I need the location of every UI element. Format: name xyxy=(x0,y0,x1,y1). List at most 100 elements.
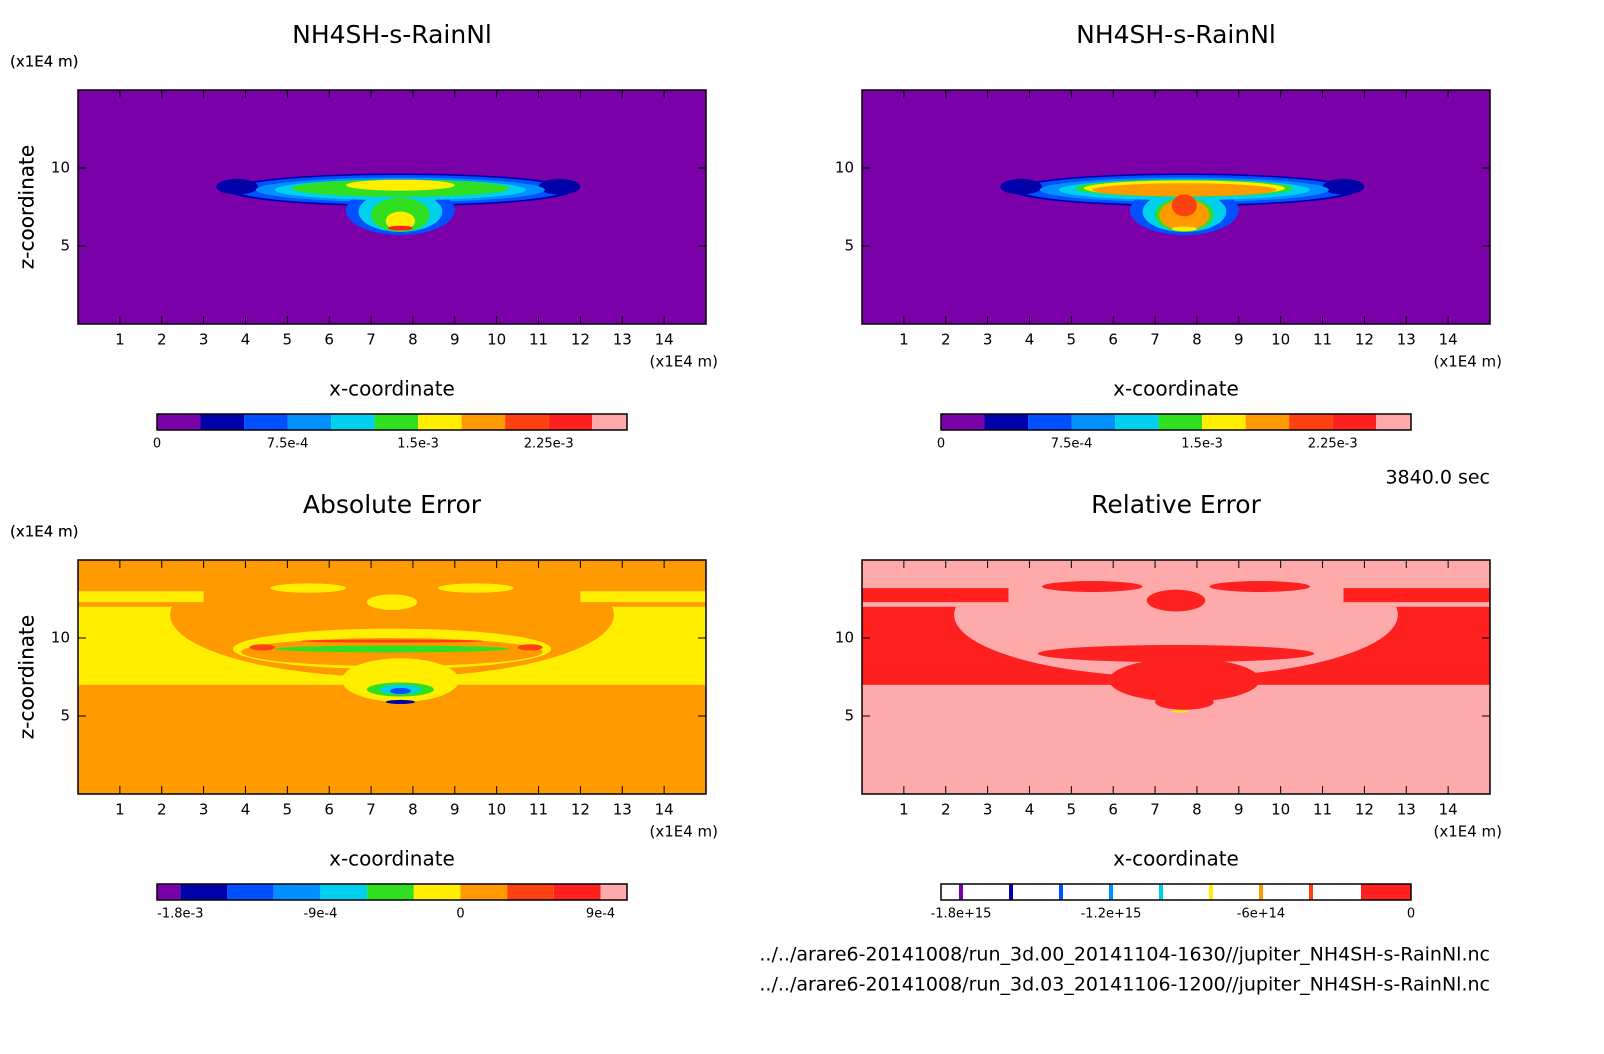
field-region xyxy=(385,211,416,231)
x-tick-label: 9 xyxy=(1234,801,1244,819)
colorbar-tick-label: -1.8e+15 xyxy=(931,907,992,922)
x-tick-label: 13 xyxy=(613,801,632,819)
colorbar-tick-label: 0 xyxy=(937,437,945,452)
colorbar-segment xyxy=(553,884,601,900)
contour-field xyxy=(862,90,1490,324)
x-tick-label: 10 xyxy=(1271,801,1290,819)
x-tick-label: 2 xyxy=(157,801,167,819)
x-unit: (x1E4 m) xyxy=(1433,353,1502,371)
x-tick-label: 1 xyxy=(115,331,125,349)
colorbar-tick-label: 0 xyxy=(456,907,464,922)
colorbar-segment xyxy=(418,414,462,430)
x-tick-label: 4 xyxy=(241,801,251,819)
y-axis-label: z-coordinate xyxy=(15,615,39,739)
x-tick-label: 5 xyxy=(283,331,293,349)
y-tick-label: 5 xyxy=(844,237,854,255)
x-tick-label: 2 xyxy=(157,331,167,349)
colorbar-frame xyxy=(940,413,1412,431)
field-region xyxy=(1042,581,1143,592)
plot-frame xyxy=(77,89,707,325)
field-region xyxy=(78,591,204,603)
plot-frame xyxy=(77,559,707,795)
x-tick-label: 8 xyxy=(1192,331,1202,349)
x-tick-label: 9 xyxy=(450,331,460,349)
colorbar-segment xyxy=(180,884,228,900)
chart-title: NH4SH-s-RainNl xyxy=(1076,20,1276,49)
field-region xyxy=(1343,588,1490,603)
field-region xyxy=(1171,194,1197,217)
colorbar-segment xyxy=(227,884,274,900)
field-region xyxy=(387,225,413,231)
colorbar-segment xyxy=(1111,884,1161,900)
colorbar-segment xyxy=(244,414,288,430)
colorbar-segment xyxy=(507,884,554,900)
x-tick-label: 3 xyxy=(983,801,993,819)
field-region xyxy=(1322,178,1365,195)
y-tick-label: 10 xyxy=(835,159,854,177)
colorbar-segment xyxy=(548,414,593,430)
colorbar-tick-label: 0 xyxy=(153,437,161,452)
colorbar-tick-label: 9e-4 xyxy=(586,907,615,922)
x-tick-label: 14 xyxy=(1439,331,1458,349)
plot-frame xyxy=(861,89,1491,325)
field-region xyxy=(1037,645,1315,663)
y-tick-label: 5 xyxy=(60,237,70,255)
x-tick-label: 2 xyxy=(941,331,951,349)
y-tick-label: 10 xyxy=(51,159,70,177)
chart-title: NH4SH-s-RainNl xyxy=(292,20,492,49)
field-region xyxy=(1155,694,1214,710)
x-tick-label: 4 xyxy=(1025,801,1035,819)
colorbar-segment xyxy=(984,414,1029,430)
x-tick-label: 12 xyxy=(1355,331,1374,349)
contour-field xyxy=(78,90,706,324)
colorbar-segment xyxy=(157,414,201,430)
x-tick-label: 5 xyxy=(1067,801,1077,819)
x-tick-label: 3 xyxy=(983,331,993,349)
colorbar-frame xyxy=(156,883,628,901)
x-tick-label: 3 xyxy=(199,801,209,819)
chart-title: Absolute Error xyxy=(303,490,482,519)
colorbar-tick-label: -9e-4 xyxy=(303,907,337,922)
field-region xyxy=(862,588,1009,603)
field-region xyxy=(366,594,418,610)
colorbar-segment xyxy=(320,884,368,900)
file-path: ../../arare6-20141008/run_3d.00_20141104… xyxy=(759,944,1490,966)
field-region xyxy=(249,644,275,651)
x-tick-label: 10 xyxy=(487,331,506,349)
colorbar-segment xyxy=(600,884,627,900)
x-unit: (x1E4 m) xyxy=(649,823,718,841)
y-unit: (x1E4 m) xyxy=(10,523,79,541)
colorbar-segment xyxy=(1011,884,1061,900)
x-tick-label: 12 xyxy=(571,801,590,819)
colorbar-segment xyxy=(592,414,627,430)
x-tick-label: 12 xyxy=(1355,801,1374,819)
chart-title: Relative Error xyxy=(1091,490,1261,519)
field-region xyxy=(274,645,510,653)
x-tick-label: 1 xyxy=(115,801,125,819)
colorbar-tick-label: -1.8e-3 xyxy=(157,907,203,922)
x-tick-label: 6 xyxy=(324,331,334,349)
colorbar-tick-label: 7.5e-4 xyxy=(267,437,309,452)
colorbar-segment xyxy=(941,414,985,430)
x-axis-label: x-coordinate xyxy=(329,847,455,871)
field-region xyxy=(1171,226,1197,232)
field-region xyxy=(1209,581,1310,592)
colorbar-tick-label: -1.2e+15 xyxy=(1081,907,1142,922)
colorbar-tick-label: 2.25e-3 xyxy=(524,437,574,452)
colorbar-segment xyxy=(367,884,414,900)
colorbar-segment xyxy=(200,414,245,430)
colorbar-segment xyxy=(1311,884,1361,900)
field-region xyxy=(1146,589,1206,612)
field-region xyxy=(299,639,485,643)
x-tick-label: 13 xyxy=(1397,801,1416,819)
x-tick-label: 6 xyxy=(324,801,334,819)
x-tick-label: 11 xyxy=(529,331,548,349)
x-tick-label: 7 xyxy=(1150,331,1160,349)
x-tick-label: 4 xyxy=(241,331,251,349)
colorbar-tick-label: 0 xyxy=(1407,907,1415,922)
x-tick-label: 7 xyxy=(366,331,376,349)
field-region xyxy=(1171,710,1189,713)
x-tick-label: 8 xyxy=(408,331,418,349)
plot-frame xyxy=(861,559,1491,795)
contour-field xyxy=(78,560,706,794)
